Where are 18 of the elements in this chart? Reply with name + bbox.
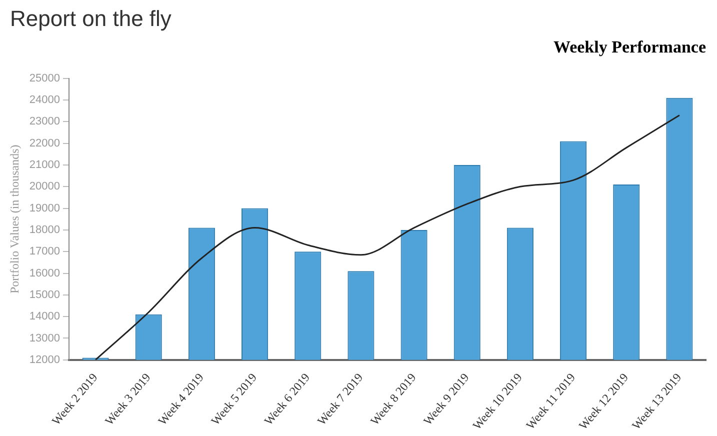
y-tick-label: 18000 <box>29 224 60 236</box>
y-tick-label: 25000 <box>29 72 60 84</box>
line-series <box>94 114 680 360</box>
y-axis-title: Portfolio Values (in thousands) <box>7 144 22 294</box>
y-tick-label: 19000 <box>29 202 60 214</box>
y-tick-label: 12000 <box>29 354 60 366</box>
y-tick-label: 23000 <box>29 116 60 128</box>
chart-title: Report on the fly <box>9 5 172 33</box>
y-tick-label: 21000 <box>29 159 60 172</box>
y-tick-label: 14000 <box>29 310 60 323</box>
y-tick-label: 20000 <box>29 180 60 193</box>
y-tick-label: 22000 <box>29 137 60 150</box>
y-tick-label: 16000 <box>29 267 60 280</box>
y-tick-label: 17000 <box>29 246 60 258</box>
y-tick-label: 24000 <box>29 94 60 106</box>
chart-subtitle: Weekly Performance <box>554 38 706 57</box>
y-tick-label: 15000 <box>29 288 60 301</box>
y-tick-label: 13000 <box>29 332 60 344</box>
